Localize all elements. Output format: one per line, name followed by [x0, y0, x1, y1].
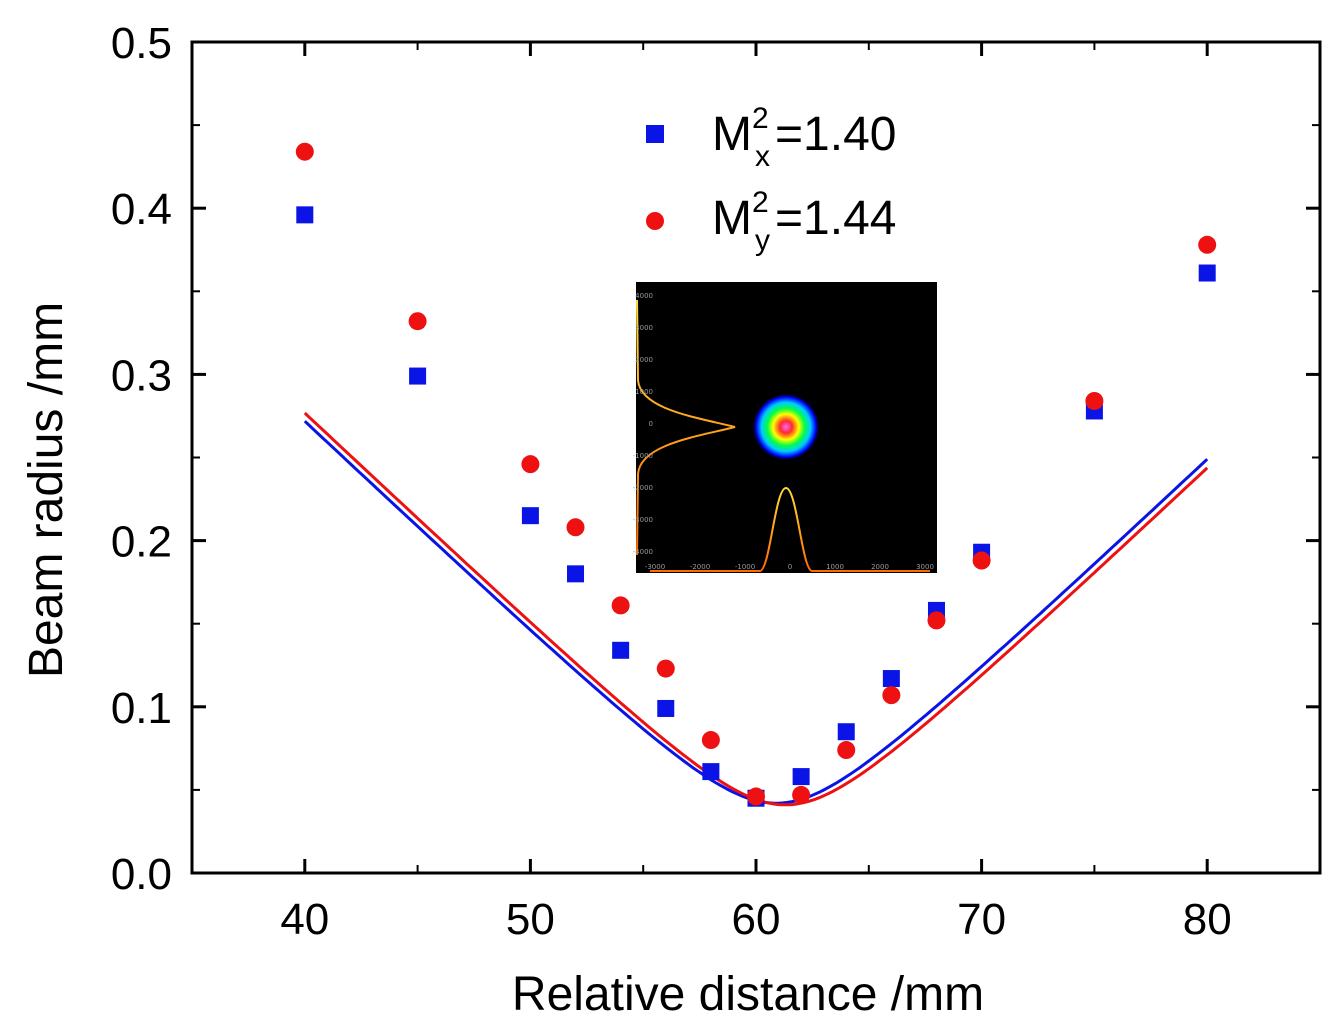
data-point-x [296, 206, 313, 223]
data-point-y [882, 686, 900, 704]
data-point-y [792, 786, 810, 804]
inset-x-tick-label: 3000 [916, 563, 934, 571]
legend-label-x-rest: =1.40 [775, 108, 896, 161]
data-point-y [521, 455, 539, 473]
data-point-y [837, 741, 855, 759]
x-tick-label: 80 [1183, 895, 1232, 944]
legend-label-x-sub: x [755, 140, 770, 173]
legend-label-y-sup: 2 [752, 186, 769, 219]
x-tick-label: 60 [732, 895, 781, 944]
data-point-x [793, 768, 810, 785]
data-point-y [296, 143, 314, 161]
data-point-x [838, 723, 855, 740]
inset-y-tick-label: -1000 [633, 452, 653, 460]
data-point-y [973, 552, 991, 570]
inset-x-tick-label: -2000 [690, 563, 710, 571]
legend-label-x-main: M [712, 108, 752, 161]
data-point-y [747, 788, 765, 806]
legend-label-y-rest: =1.44 [775, 192, 896, 245]
data-point-x [1199, 265, 1216, 282]
inset-beam-spot [752, 393, 820, 461]
inset-y-tick-label: 4000 [635, 292, 653, 300]
inset-x-tick-label: 2000 [871, 563, 889, 571]
y-tick-label: 0.5 [111, 19, 172, 68]
data-point-x [883, 670, 900, 687]
data-point-y [657, 660, 675, 678]
data-point-y [409, 312, 427, 330]
legend-marker-y [646, 212, 664, 230]
inset-x-tick-label: 0 [788, 563, 792, 571]
data-point-x [409, 368, 426, 385]
inset-y-tick-label: -3000 [633, 516, 653, 524]
inset-x-tick-label: -1000 [735, 563, 755, 571]
data-point-y [702, 731, 720, 749]
inset-beam-profile: -3000 -2000 -1000 0 1000 2000 3000 4000 3000 2000… [633, 282, 937, 573]
chart-svg: 40 50 60 70 800.00.10.20.30.40.5 -3000 -2000-… [0, 0, 1344, 1034]
data-point-x [702, 763, 719, 780]
data-point-y [612, 596, 630, 614]
inset-y-tick-label: 1000 [635, 388, 653, 396]
x-tick-label: 40 [280, 895, 329, 944]
inset-y-tick-label: -2000 [633, 484, 653, 492]
y-axis-title: Beam radius /mm [20, 302, 73, 678]
inset-x-tick-label: -3000 [645, 563, 665, 571]
x-tick-label: 50 [506, 895, 555, 944]
data-point-y [1085, 392, 1103, 410]
data-point-x [567, 565, 584, 582]
y-tick-label: 0.3 [111, 351, 172, 400]
y-tick-label: 0.2 [111, 518, 172, 567]
inset-y-tick-label: -4000 [633, 548, 653, 556]
inset-y-tick-label: 0 [649, 420, 653, 428]
legend-label-x-sup: 2 [752, 102, 769, 135]
inset-y-tick-label: 2000 [635, 356, 653, 364]
legend-label-y-main: M [712, 192, 752, 245]
y-tick-label: 0.4 [111, 185, 172, 234]
data-point-y [567, 518, 585, 536]
legend-label-x: M2 x =1.40 [712, 102, 896, 173]
data-point-y [927, 611, 945, 629]
data-point-y [1198, 236, 1216, 254]
data-point-x [612, 642, 629, 659]
data-point-x [657, 700, 674, 717]
inset-y-tick-label: 3000 [635, 324, 653, 332]
y-tick-label: 0.1 [111, 684, 172, 733]
x-tick-label: 70 [957, 895, 1006, 944]
legend: M2 x =1.40 M2 y =1.44 [646, 102, 896, 257]
legend-label-y-sub: y [755, 224, 770, 257]
x-axis-title: Relative distance /mm [512, 968, 984, 1021]
chart-root: 40 50 60 70 80 0.0 0.1 0.2 0.3 0.4 0.5 -3000 -2000-… [0, 0, 1344, 1034]
y-tick-label: 0.0 [111, 850, 172, 899]
legend-marker-x [646, 125, 664, 143]
inset-x-tick-label: 1000 [826, 563, 844, 571]
legend-label-y: M2 y =1.44 [712, 186, 896, 257]
data-point-x [522, 507, 539, 524]
